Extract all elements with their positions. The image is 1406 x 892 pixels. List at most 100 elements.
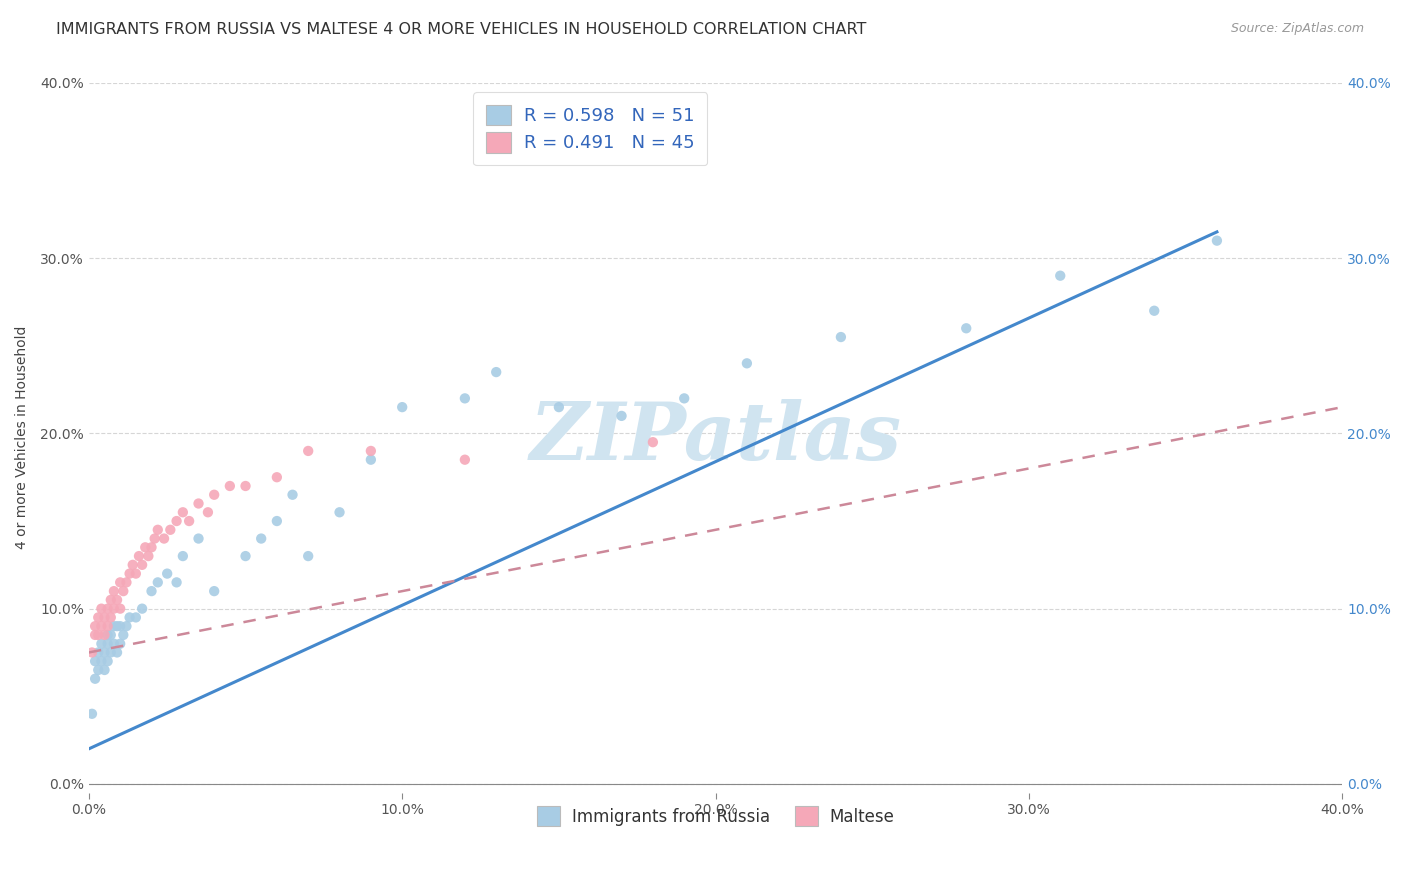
Point — [172, 505, 194, 519]
Point — [100, 593, 122, 607]
Point — [218, 479, 240, 493]
Point — [125, 610, 148, 624]
Point — [90, 601, 112, 615]
Point — [103, 619, 125, 633]
Point — [153, 532, 176, 546]
Point — [100, 628, 122, 642]
Point — [108, 575, 131, 590]
Point — [125, 566, 148, 581]
Point — [641, 435, 664, 450]
Point — [179, 514, 201, 528]
Point — [87, 663, 110, 677]
Point — [297, 549, 319, 563]
Point — [87, 610, 110, 624]
Point — [830, 330, 852, 344]
Point — [250, 532, 273, 546]
Point — [108, 601, 131, 615]
Point — [90, 637, 112, 651]
Point — [138, 549, 160, 563]
Point — [360, 452, 382, 467]
Point — [454, 452, 477, 467]
Point — [100, 610, 122, 624]
Point — [108, 637, 131, 651]
Text: ZIPatlas: ZIPatlas — [530, 399, 901, 476]
Point — [112, 628, 135, 642]
Point — [97, 601, 120, 615]
Point — [131, 601, 153, 615]
Point — [121, 558, 143, 572]
Point — [84, 672, 107, 686]
Point — [87, 645, 110, 659]
Point — [93, 645, 115, 659]
Point — [84, 654, 107, 668]
Point — [93, 663, 115, 677]
Point — [103, 601, 125, 615]
Point — [235, 549, 257, 563]
Point — [105, 593, 128, 607]
Point — [87, 628, 110, 642]
Point — [141, 584, 163, 599]
Point — [93, 610, 115, 624]
Point — [235, 479, 257, 493]
Point — [115, 575, 138, 590]
Point — [281, 488, 304, 502]
Point — [105, 645, 128, 659]
Point — [202, 584, 225, 599]
Point — [118, 566, 141, 581]
Point — [146, 575, 169, 590]
Point — [328, 505, 350, 519]
Point — [187, 496, 209, 510]
Y-axis label: 4 or more Vehicles in Household: 4 or more Vehicles in Household — [15, 326, 30, 549]
Point — [115, 619, 138, 633]
Point — [146, 523, 169, 537]
Point — [197, 505, 219, 519]
Point — [84, 628, 107, 642]
Point — [80, 645, 103, 659]
Point — [266, 514, 288, 528]
Point — [159, 523, 181, 537]
Point — [266, 470, 288, 484]
Point — [166, 514, 188, 528]
Point — [1206, 234, 1229, 248]
Point — [735, 356, 758, 370]
Point — [97, 619, 120, 633]
Point — [97, 628, 120, 642]
Point — [97, 654, 120, 668]
Point — [103, 584, 125, 599]
Point — [105, 619, 128, 633]
Text: IMMIGRANTS FROM RUSSIA VS MALTESE 4 OR MORE VEHICLES IN HOUSEHOLD CORRELATION CH: IMMIGRANTS FROM RUSSIA VS MALTESE 4 OR M… — [56, 22, 866, 37]
Point — [485, 365, 508, 379]
Point — [360, 444, 382, 458]
Point — [156, 566, 179, 581]
Point — [90, 619, 112, 633]
Point — [955, 321, 977, 335]
Point — [187, 532, 209, 546]
Point — [103, 637, 125, 651]
Point — [454, 392, 477, 406]
Point — [118, 610, 141, 624]
Point — [100, 645, 122, 659]
Point — [1143, 303, 1166, 318]
Point — [1049, 268, 1071, 283]
Point — [143, 532, 166, 546]
Point — [131, 558, 153, 572]
Point — [128, 549, 150, 563]
Point — [80, 706, 103, 721]
Point — [166, 575, 188, 590]
Point — [141, 541, 163, 555]
Point — [84, 619, 107, 633]
Point — [610, 409, 633, 423]
Point — [134, 541, 156, 555]
Point — [108, 619, 131, 633]
Point — [93, 628, 115, 642]
Point — [112, 584, 135, 599]
Legend: Immigrants from Russia, Maltese: Immigrants from Russia, Maltese — [529, 798, 903, 834]
Point — [673, 392, 696, 406]
Text: Source: ZipAtlas.com: Source: ZipAtlas.com — [1230, 22, 1364, 36]
Point — [90, 654, 112, 668]
Point — [547, 400, 569, 414]
Point — [97, 637, 120, 651]
Point — [391, 400, 413, 414]
Point — [297, 444, 319, 458]
Point — [202, 488, 225, 502]
